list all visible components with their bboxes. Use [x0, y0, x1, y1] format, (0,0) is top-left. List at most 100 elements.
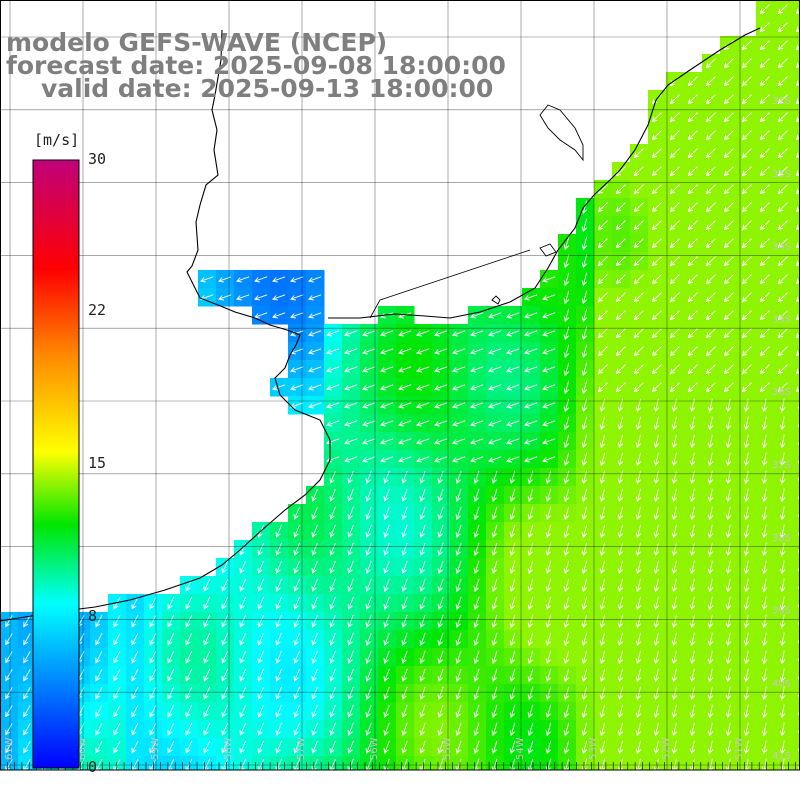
wind-arrow — [542, 348, 556, 355]
wind-arrow — [257, 740, 265, 754]
wind-arrow — [275, 542, 282, 556]
wind-arrow — [597, 364, 608, 375]
wind-arrow — [725, 524, 732, 539]
wind-arrow — [527, 542, 534, 557]
wind-arrow — [581, 254, 588, 269]
wind-arrow — [509, 542, 516, 557]
wind-arrow — [131, 632, 139, 646]
wind-arrow — [398, 384, 412, 391]
wind-arrow — [615, 256, 626, 267]
wind-arrow — [506, 348, 520, 355]
wind-arrow — [725, 650, 732, 665]
wind-arrow — [473, 506, 480, 521]
wind-arrow — [581, 344, 588, 359]
wind-arrow — [347, 488, 354, 502]
wind-arrow — [743, 452, 750, 467]
wind-arrow — [545, 650, 552, 665]
wind-arrow — [563, 254, 570, 269]
wind-arrow — [669, 310, 680, 321]
wind-arrow — [491, 614, 498, 629]
wind-arrow — [669, 148, 680, 159]
wind-arrow — [149, 686, 157, 700]
wind-arrow — [741, 112, 752, 123]
wind-arrow — [470, 456, 484, 463]
wind-arrow — [167, 740, 175, 754]
wind-arrow — [563, 236, 570, 251]
lagoon-outline — [491, 104, 584, 305]
wind-arrow — [777, 292, 788, 303]
wind-arrow — [221, 632, 229, 646]
wind-arrow — [416, 330, 430, 337]
wind-arrow — [401, 722, 408, 736]
field-cell — [0, 756, 19, 770]
wind-arrow — [671, 578, 678, 593]
wind-arrow — [617, 596, 624, 611]
wind-arrow — [633, 184, 644, 195]
wind-arrow — [707, 542, 714, 557]
wind-arrow — [185, 596, 193, 610]
wind-arrow — [329, 596, 336, 610]
wind-arrow — [437, 704, 444, 718]
wind-arrow — [452, 384, 466, 391]
field-cell — [270, 756, 289, 770]
wind-arrow — [669, 346, 680, 357]
wind-arrow — [383, 470, 390, 484]
wind-arrow — [563, 308, 570, 323]
wind-arrow — [741, 76, 752, 87]
wind-arrow — [615, 364, 626, 375]
wind-arrow — [506, 438, 520, 445]
wind-arrow — [419, 470, 426, 484]
wind-arrow — [527, 740, 534, 755]
wind-arrow — [563, 740, 570, 755]
wind-arrow — [311, 488, 318, 502]
wind-arrow — [741, 202, 752, 213]
wind-arrow — [326, 348, 340, 355]
wind-arrow — [689, 452, 696, 467]
lon-label: 58W — [223, 737, 234, 760]
wind-arrow — [365, 488, 372, 502]
wind-arrow — [653, 614, 660, 629]
wind-arrow — [707, 650, 714, 665]
wind-arrow — [326, 384, 340, 391]
wind-arrow — [23, 651, 31, 664]
wind-arrow — [635, 524, 642, 539]
wind-arrow — [761, 452, 768, 467]
wind-arrow — [653, 686, 660, 701]
wind-arrow — [671, 740, 678, 755]
wind-arrow — [347, 542, 354, 556]
wind-arrow — [689, 668, 696, 683]
wind-arrow — [236, 294, 250, 301]
wind-arrow — [581, 326, 588, 341]
wind-arrow — [545, 740, 552, 755]
wind-arrow — [203, 722, 211, 736]
wind-arrow — [581, 740, 588, 755]
wind-arrow — [761, 596, 768, 611]
wind-arrow — [473, 668, 480, 683]
wind-arrow — [509, 560, 516, 575]
wind-arrow — [725, 470, 732, 485]
wind-arrow — [344, 456, 358, 463]
wind-arrow — [597, 238, 608, 249]
wind-arrow — [470, 438, 484, 445]
wind-arrow — [239, 722, 247, 736]
wind-arrow — [95, 740, 103, 754]
wind-arrow — [221, 722, 229, 736]
wind-arrow — [113, 722, 121, 736]
wind-arrow — [275, 578, 282, 592]
wind-arrow — [524, 420, 538, 427]
wind-arrow — [257, 668, 265, 682]
wind-arrow — [635, 578, 642, 593]
wind-arrow — [689, 488, 696, 503]
wind-arrow — [689, 596, 696, 611]
wind-arrow — [293, 668, 300, 682]
wind-arrow — [434, 348, 448, 355]
wind-arrow — [707, 416, 714, 431]
wind-arrow — [308, 348, 322, 355]
wind-arrow — [527, 488, 534, 503]
wind-arrow — [203, 740, 211, 754]
wind-arrow — [671, 416, 678, 431]
wind-arrow — [633, 310, 644, 321]
wind-arrow — [761, 434, 768, 449]
wind-arrow — [383, 614, 390, 628]
field-cell — [792, 180, 800, 199]
